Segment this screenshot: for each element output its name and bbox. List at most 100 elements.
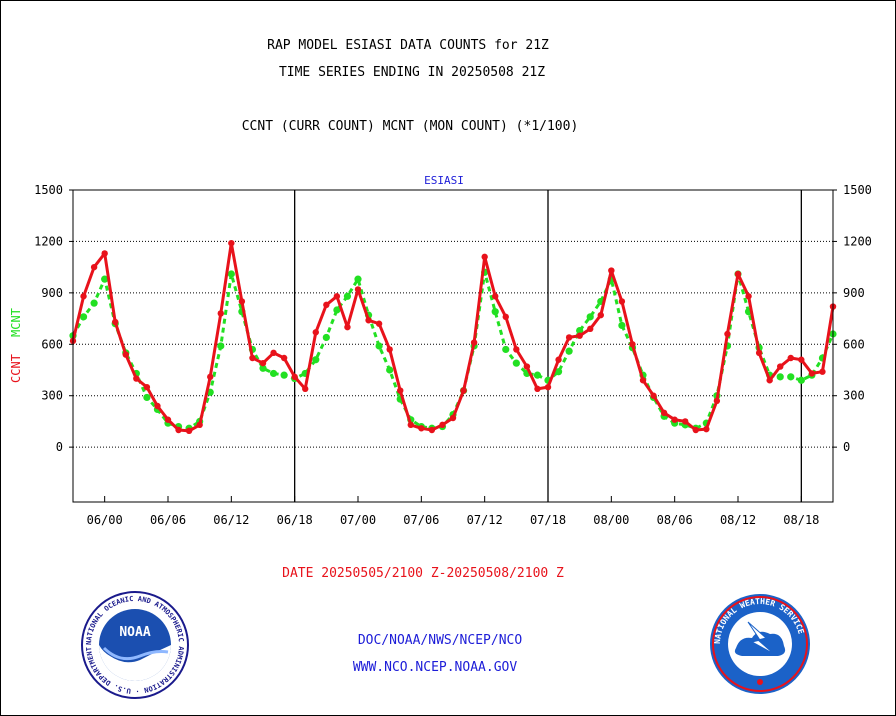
- data-point-mcnt: [565, 347, 573, 355]
- data-point-ccnt: [196, 421, 203, 429]
- y-tick-label-right: 300: [843, 389, 865, 403]
- data-point-ccnt: [397, 387, 404, 394]
- data-point-ccnt: [217, 310, 224, 317]
- data-point-ccnt: [618, 298, 626, 305]
- y-tick-label-left: 600: [41, 337, 63, 351]
- data-point-ccnt: [502, 313, 509, 321]
- nws-star-icon: [757, 679, 763, 685]
- data-point-ccnt: [449, 414, 457, 422]
- data-point-ccnt: [798, 356, 805, 363]
- data-point-ccnt: [291, 373, 298, 381]
- data-point-ccnt: [249, 354, 256, 362]
- data-point-mcnt: [576, 326, 584, 335]
- data-point-ccnt: [713, 397, 721, 405]
- data-point-mcnt: [143, 393, 151, 402]
- data-point-mcnt: [79, 313, 88, 321]
- data-point-ccnt: [407, 421, 414, 429]
- x-tick-label: 07/00: [340, 513, 376, 527]
- data-point-ccnt: [164, 416, 172, 423]
- y-axis-label-mcnt: MCNT: [9, 308, 23, 337]
- chart-subtitle: CCNT (CURR COUNT) MCNT (MON COUNT) (*1/1…: [241, 119, 579, 134]
- data-point-ccnt: [787, 354, 794, 362]
- data-point-ccnt: [365, 317, 372, 324]
- data-point-ccnt: [692, 426, 699, 434]
- data-point-mcnt: [312, 356, 320, 364]
- data-point-ccnt: [808, 370, 816, 377]
- data-point-ccnt: [724, 330, 731, 338]
- x-tick-label: 08/06: [657, 513, 693, 527]
- data-point-mcnt: [322, 333, 330, 342]
- date-range: DATE 20250505/2100 Z-20250508/2100 Z: [282, 566, 564, 581]
- data-point-ccnt: [544, 383, 552, 391]
- data-point-ccnt: [207, 373, 214, 381]
- data-point-ccnt: [766, 377, 773, 384]
- data-point-mcnt: [269, 369, 278, 378]
- data-point-ccnt: [481, 253, 488, 261]
- data-point-mcnt: [101, 275, 109, 283]
- data-point-mcnt: [259, 364, 267, 372]
- data-point-ccnt: [523, 363, 531, 370]
- data-point-ccnt: [671, 416, 678, 423]
- data-point-ccnt: [629, 341, 636, 348]
- noaa-logo-text: NOAA: [119, 625, 150, 640]
- data-point-ccnt: [745, 293, 752, 300]
- data-point-ccnt: [428, 426, 436, 434]
- x-tick-label: 07/18: [530, 513, 566, 527]
- y-tick-label-left: 1500: [34, 183, 63, 197]
- data-point-ccnt: [333, 293, 341, 300]
- data-point-ccnt: [439, 421, 446, 429]
- y-tick-label-left: 1200: [34, 234, 63, 248]
- org-path: DOC/NOAA/NWS/NCEP/NCO: [357, 633, 523, 648]
- panel-label: ESIASI: [424, 174, 464, 187]
- data-point-ccnt: [143, 383, 151, 391]
- data-point-ccnt: [608, 267, 615, 274]
- time-series-chart: ESIASI 0 300 600 900 1200 1500 0 300 600 900 1200…: [9, 174, 872, 527]
- data-point-ccnt: [513, 346, 520, 353]
- data-point-ccnt: [576, 332, 583, 339]
- data-point-ccnt: [154, 402, 161, 410]
- y-tick-label-right: 900: [843, 286, 865, 300]
- data-point-ccnt: [175, 426, 182, 434]
- data-point-mcnt: [280, 371, 288, 379]
- y-tick-label-right: 0: [843, 440, 850, 454]
- series-layer: [69, 239, 837, 435]
- data-point-ccnt: [259, 359, 267, 367]
- data-point-mcnt: [333, 306, 341, 314]
- y-tick-label-left: 300: [41, 389, 63, 403]
- data-point-ccnt: [323, 301, 330, 309]
- series-line-mcnt: [71, 270, 835, 430]
- chart-title-line2: TIME SERIES ENDING IN 20250508 21Z: [278, 65, 546, 80]
- data-point-ccnt: [101, 250, 108, 257]
- data-point-mcnt: [787, 373, 795, 381]
- y-axis-left: 0 300 600 900 1200 1500: [34, 183, 73, 454]
- data-point-ccnt: [555, 356, 562, 363]
- chart-title: RAP MODEL ESIASI DATA COUNTS for 21Z: [267, 38, 549, 53]
- data-point-ccnt: [418, 425, 425, 432]
- data-point-mcnt: [354, 275, 362, 283]
- plot-area-border: [72, 189, 834, 503]
- data-point-mcnt: [386, 366, 394, 374]
- data-point-mcnt: [797, 376, 805, 384]
- data-point-mcnt: [375, 342, 383, 350]
- data-point-ccnt: [534, 385, 541, 393]
- x-tick-label: 08/00: [593, 513, 629, 527]
- y-tick-label-left: 900: [41, 286, 63, 300]
- noaa-logo: NATIONAL OCEANIC AND ATMOSPHERIC ADMINIS…: [80, 590, 189, 699]
- website-link[interactable]: WWW.NCO.NCEP.NOAA.GOV: [352, 660, 518, 675]
- x-tick-label: 07/06: [403, 513, 439, 527]
- nws-logo: NATIONAL WEATHER SERVICE: [710, 594, 810, 694]
- y-axis-label-ccnt: CCNT: [9, 354, 23, 383]
- y-axis-right: 0 300 600 900 1200 1500: [833, 183, 872, 454]
- data-point-ccnt: [597, 311, 604, 319]
- data-point-ccnt: [470, 339, 478, 346]
- data-point-ccnt: [270, 349, 277, 357]
- y-tick-label-right: 1200: [843, 234, 872, 248]
- data-point-ccnt: [122, 351, 129, 358]
- data-point-mcnt: [533, 371, 542, 379]
- gridlines: [73, 240, 833, 448]
- data-point-mcnt: [491, 308, 499, 316]
- data-point-mcnt: [618, 321, 626, 330]
- data-point-mcnt: [776, 373, 784, 381]
- data-point-ccnt: [650, 392, 657, 399]
- x-tick-label: 06/06: [150, 513, 186, 527]
